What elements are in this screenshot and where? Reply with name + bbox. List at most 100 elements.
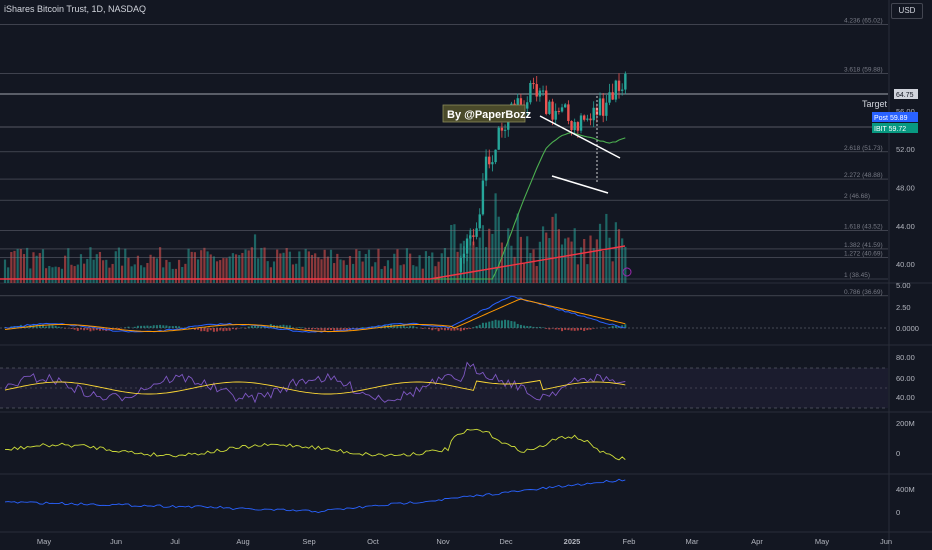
macd-histogram-bar (532, 326, 535, 328)
volume-bar (409, 253, 412, 283)
volume-bar (393, 253, 396, 283)
macd-histogram-bar (203, 328, 206, 332)
candle-body (484, 156, 488, 181)
candle-body (459, 257, 462, 272)
macd-histogram-bar (576, 328, 579, 331)
candle-body (564, 104, 567, 108)
volume-bar (79, 254, 83, 283)
volume-bar (225, 258, 228, 283)
volume-bar (522, 263, 526, 283)
rsi-tick-label: 60.00 (896, 374, 915, 383)
candle-body (497, 127, 500, 150)
post-price-tag-bg (872, 112, 918, 122)
volume-bar (491, 233, 494, 283)
candle-body (548, 101, 551, 114)
volume-bar (396, 249, 399, 283)
macd-histogram-bar (60, 327, 63, 328)
volume-bar (48, 266, 51, 283)
volume-bar (51, 267, 54, 283)
volume-bar (573, 228, 576, 283)
volume-bar (437, 261, 440, 283)
trendline-upper (539, 115, 621, 159)
macd-histogram-bar (127, 326, 130, 328)
volume-bar (124, 248, 127, 283)
macd-histogram-bar (257, 325, 260, 328)
volume-bar (500, 242, 504, 283)
price-tick-label: 48.00 (896, 184, 915, 193)
macd-histogram-bar (162, 325, 165, 328)
macd-histogram-bar (453, 328, 456, 331)
macd-histogram-bar (621, 325, 624, 328)
volume-bar (345, 264, 348, 283)
candle-body (579, 115, 583, 131)
volume-bar (222, 258, 225, 283)
volume-bar (98, 251, 102, 283)
volume-bar (16, 248, 19, 283)
volume-bar (541, 226, 545, 283)
volume-bar (348, 256, 352, 283)
post-price-tag: Post 59.89 (874, 115, 908, 122)
candle-body (589, 118, 592, 121)
macd-histogram-bar (393, 324, 396, 328)
volume-bar (567, 237, 570, 283)
candle-body (529, 82, 532, 103)
time-tick-label: Sep (302, 537, 315, 546)
macd-histogram-bar (146, 325, 149, 328)
volume-bar (488, 228, 491, 283)
candle-body (598, 98, 602, 116)
volume-bar (386, 260, 390, 283)
volume-bar (355, 249, 358, 283)
macd-histogram-bar (611, 325, 614, 328)
macd-histogram-bar (542, 327, 545, 328)
candle-body (586, 118, 589, 120)
candle-body (475, 228, 478, 237)
volume-bar (111, 263, 114, 283)
time-tick-label: Mar (686, 537, 699, 546)
volume-bar (440, 253, 443, 283)
macd-histogram-bar (140, 325, 143, 328)
fib-level-label: 2.618 (51.73) (844, 145, 883, 152)
volume-bar (538, 241, 541, 283)
time-tick-label: Jul (170, 537, 180, 546)
macd-histogram-bar (428, 328, 431, 330)
macd-histogram-bar (86, 328, 89, 330)
macd-histogram-bar (235, 328, 238, 330)
volume-bar (174, 268, 178, 283)
macd-histogram-bar (462, 328, 465, 331)
last-price-tag: IBIT 59.72 (874, 126, 906, 133)
macd-histogram-bar (228, 328, 231, 331)
volume-bar (424, 251, 428, 283)
macd-histogram-bar (469, 328, 472, 329)
volume-bar (592, 248, 595, 283)
volume-bar (269, 267, 272, 283)
volume-bar (465, 254, 469, 283)
volume-bar (484, 247, 488, 283)
candle-body (611, 92, 614, 100)
volume-bar (377, 248, 380, 283)
volume-bar (114, 251, 117, 283)
volume-bar (121, 265, 124, 283)
volume-bar (139, 265, 143, 283)
macd-histogram-bar (345, 328, 348, 331)
candle-body (560, 107, 564, 112)
fib-level-label: 4.236 (65.02) (844, 17, 883, 24)
rsi-tick-label: 40.00 (896, 393, 915, 402)
macd-histogram-bar (485, 322, 488, 328)
volume-bar (263, 247, 266, 283)
candle-body (462, 253, 466, 258)
macd-histogram-bar (222, 328, 225, 332)
currency-button[interactable]: USD (891, 3, 923, 19)
volume-bar (529, 252, 532, 283)
volume-bar (598, 223, 602, 283)
macd-histogram-bar (608, 327, 611, 328)
indicator-b-line (4, 478, 626, 513)
volume-bar (146, 263, 149, 283)
volume-bar (54, 266, 57, 283)
macd-histogram-bar (212, 328, 215, 332)
volume-bar (551, 216, 554, 283)
fib-level-label: 1.272 (40.69) (844, 251, 883, 258)
macd-histogram-bar (326, 328, 329, 331)
macd-histogram-bar (526, 326, 529, 328)
macd-histogram-bar (41, 324, 44, 328)
